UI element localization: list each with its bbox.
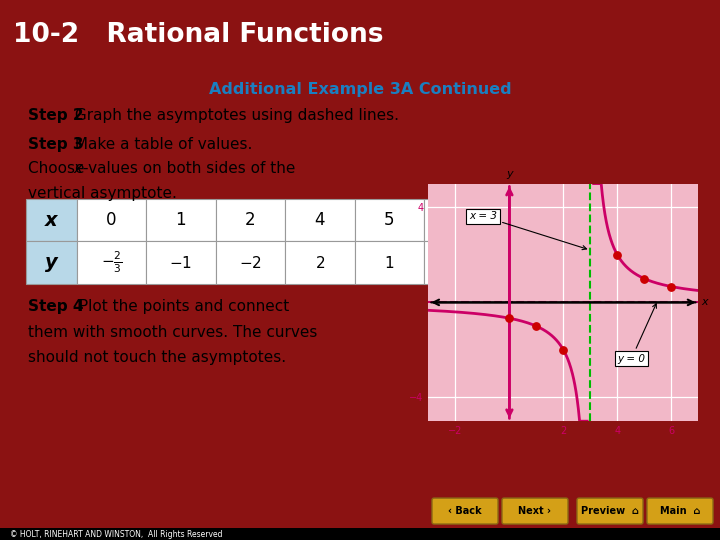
Text: Plot the points and connect: Plot the points and connect (73, 299, 289, 314)
Point (531, 322, 542, 330)
Text: -values on both sides of the: -values on both sides of the (84, 161, 296, 177)
Text: them with smooth curves. The curves: them with smooth curves. The curves (28, 325, 318, 340)
Text: $2$: $2$ (315, 255, 325, 271)
Bar (215, 241, 285, 284)
Text: $1$: $1$ (384, 255, 395, 271)
Text: ‹ Back: ‹ Back (448, 506, 482, 516)
Bar (146, 241, 215, 284)
Bar (0, 528, 720, 540)
Bar (27, 199, 76, 241)
Text: Step 2: Step 2 (28, 108, 84, 123)
FancyBboxPatch shape (577, 498, 643, 524)
Text: $-2$: $-2$ (239, 255, 262, 271)
Text: 6: 6 (454, 211, 464, 229)
Text: © HOLT, RINEHART AND WINSTON,  All Rights Reserved: © HOLT, RINEHART AND WINSTON, All Rights… (10, 530, 222, 538)
Text: 0: 0 (106, 211, 117, 229)
Text: should not touch the asymptotes.: should not touch the asymptotes. (28, 350, 287, 365)
Text: y: y (45, 253, 58, 272)
Bar (76, 241, 146, 284)
Text: Graph the asymptotes using dashed lines.: Graph the asymptotes using dashed lines. (70, 108, 399, 123)
Bar (424, 241, 493, 284)
Bar (146, 199, 215, 241)
Bar (285, 199, 354, 241)
Text: Next ›: Next › (518, 506, 552, 516)
Text: 5: 5 (384, 211, 395, 229)
Point (612, 251, 624, 259)
Text: $-1$: $-1$ (169, 255, 192, 271)
Point (504, 314, 516, 322)
Bar (424, 199, 493, 241)
Bar (354, 241, 424, 284)
Text: $-\frac{2}{3}$: $-\frac{2}{3}$ (101, 250, 122, 275)
Text: x: x (45, 211, 58, 229)
Text: Main  ⌂: Main ⌂ (660, 506, 700, 516)
Text: Make a table of values.: Make a table of values. (70, 137, 252, 152)
Text: Step 3: Step 3 (28, 137, 84, 152)
FancyBboxPatch shape (502, 498, 568, 524)
Text: Step 4: Step 4 (28, 299, 84, 314)
Bar (215, 199, 285, 241)
Text: vertical asymptote.: vertical asymptote. (28, 186, 177, 201)
Text: Additional Example 3A Continued: Additional Example 3A Continued (209, 83, 512, 97)
Text: 10-2   Rational Functions: 10-2 Rational Functions (13, 22, 384, 48)
Text: 4: 4 (315, 211, 325, 229)
Point (665, 282, 677, 291)
Text: $\frac{2}{3}$: $\frac{2}{3}$ (454, 250, 463, 275)
Bar (76, 199, 146, 241)
Point (557, 346, 569, 354)
Text: x: x (701, 298, 708, 307)
Text: 2: 2 (245, 211, 256, 229)
Text: x: x (73, 161, 83, 177)
Bar (27, 241, 76, 284)
Text: y: y (506, 169, 513, 179)
FancyBboxPatch shape (647, 498, 713, 524)
FancyBboxPatch shape (432, 498, 498, 524)
Bar (285, 241, 354, 284)
Text: x = 3: x = 3 (469, 211, 587, 249)
Text: Choose: Choose (28, 161, 90, 177)
Point (639, 274, 650, 283)
Text: y = 0: y = 0 (618, 303, 657, 364)
Text: Preview  ⌂: Preview ⌂ (581, 506, 639, 516)
Bar (354, 199, 424, 241)
Text: 1: 1 (176, 211, 186, 229)
